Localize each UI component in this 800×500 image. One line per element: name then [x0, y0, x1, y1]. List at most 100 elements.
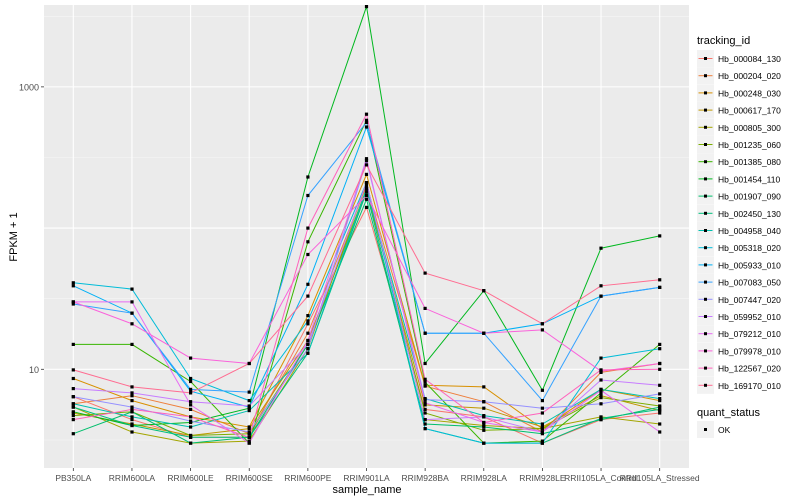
- legend: tracking_id Hb_000084_130 Hb_000204_020 Hb…: [697, 35, 781, 438]
- shape-legend-key-point: [704, 428, 707, 431]
- data-point: [364, 184, 369, 188]
- data-point: [423, 403, 427, 407]
- data-point: [423, 407, 427, 411]
- y-tick-label: 1000: [19, 82, 39, 92]
- data-point: [306, 175, 310, 179]
- x-tick-label: RRIM901LA: [343, 473, 390, 483]
- data-point: [364, 120, 369, 124]
- data-point: [189, 435, 193, 439]
- x-tick-label: RRIM600LA: [109, 473, 156, 483]
- data-point: [130, 287, 134, 291]
- axes: 10 1000 PB350LA RRIM600LA RRIM600LE RRIM600SE…: [19, 82, 700, 483]
- data-point: [482, 428, 486, 432]
- data-point: [306, 319, 310, 323]
- data-point: [364, 190, 369, 194]
- legend-key-point: [704, 280, 707, 284]
- data-point: [540, 427, 544, 431]
- data-point: [599, 391, 603, 395]
- data-point: [306, 338, 310, 343]
- x-tick-label: RRIM928LA: [461, 473, 508, 483]
- data-point: [658, 234, 662, 238]
- data-point: [423, 331, 427, 335]
- data-point: [658, 411, 662, 415]
- data-point: [306, 294, 310, 298]
- data-point: [71, 281, 75, 285]
- data-point: [306, 314, 310, 318]
- legend-item-label: Hb_001235_060: [718, 140, 781, 150]
- data-point: [540, 406, 544, 410]
- data-point: [658, 397, 662, 401]
- y-axis-title: FPKM + 1: [8, 212, 20, 261]
- data-point: [71, 302, 75, 306]
- data-point: [247, 435, 251, 439]
- legend-key-point: [704, 297, 707, 301]
- legend-key-point: [704, 177, 707, 181]
- data-point: [599, 246, 603, 250]
- legend-item-label: Hb_005318_020: [718, 243, 781, 253]
- legend-key-point: [704, 332, 707, 336]
- legend-key-point: [704, 366, 707, 370]
- legend-key-point: [704, 143, 707, 146]
- data-point: [599, 402, 603, 406]
- data-point: [423, 422, 427, 426]
- data-point: [71, 410, 75, 414]
- data-point: [540, 328, 544, 332]
- legend-item-label: Hb_007083_050: [718, 278, 781, 288]
- legend-item-label: Hb_079212_010: [718, 329, 781, 339]
- data-point: [130, 311, 134, 315]
- data-point: [189, 407, 193, 411]
- data-point: [71, 395, 75, 399]
- data-point: [423, 418, 427, 422]
- data-point: [658, 430, 662, 434]
- legend-item-label: Hb_001907_090: [718, 192, 781, 202]
- data-point: [247, 427, 251, 431]
- x-axis-title: sample_name: [332, 484, 401, 496]
- data-point: [189, 419, 193, 423]
- data-point: [540, 430, 544, 434]
- data-point: [482, 289, 486, 293]
- data-point: [71, 387, 75, 391]
- data-point: [364, 157, 369, 161]
- data-point: [130, 385, 134, 389]
- data-point: [189, 356, 193, 360]
- data-point: [540, 322, 544, 326]
- legend-title: tracking_id: [697, 35, 750, 47]
- data-point: [599, 388, 603, 392]
- data-point: [599, 356, 603, 360]
- data-point: [423, 380, 427, 384]
- legend-item-label: Hb_000248_030: [718, 88, 781, 98]
- data-point: [247, 430, 251, 434]
- data-point: [189, 400, 193, 404]
- data-point: [364, 181, 369, 185]
- data-point: [658, 383, 662, 387]
- x-tick-label: RRII105LA_Stressed: [620, 473, 700, 483]
- legend-key-point: [704, 91, 707, 95]
- legend-item-label: Hb_079978_010: [718, 346, 781, 356]
- data-point: [364, 159, 369, 163]
- data-point: [540, 441, 544, 445]
- data-point: [482, 415, 486, 419]
- data-point: [540, 411, 544, 415]
- data-point: [599, 396, 603, 400]
- data-point: [130, 342, 134, 346]
- data-point: [658, 347, 662, 351]
- legend-item-label: Hb_059952_010: [718, 312, 781, 322]
- x-tick-label: RRIM600PE: [284, 473, 332, 483]
- data-point: [247, 441, 251, 445]
- data-point: [658, 407, 662, 411]
- data-point: [306, 193, 310, 198]
- data-point: [658, 422, 662, 426]
- x-tick-label: RRII105LA_Control: [564, 473, 638, 483]
- data-point: [482, 406, 486, 410]
- shape-legend-title: quant_status: [697, 407, 760, 419]
- data-point: [540, 422, 544, 426]
- data-point: [71, 432, 75, 436]
- data-point: [540, 388, 544, 392]
- legend-key-point: [704, 125, 707, 129]
- data-point: [130, 410, 134, 414]
- legend-key-point: [704, 160, 707, 164]
- data-point: [189, 387, 193, 391]
- legend-item-label: Hb_000204_020: [718, 71, 781, 81]
- data-point: [482, 400, 486, 404]
